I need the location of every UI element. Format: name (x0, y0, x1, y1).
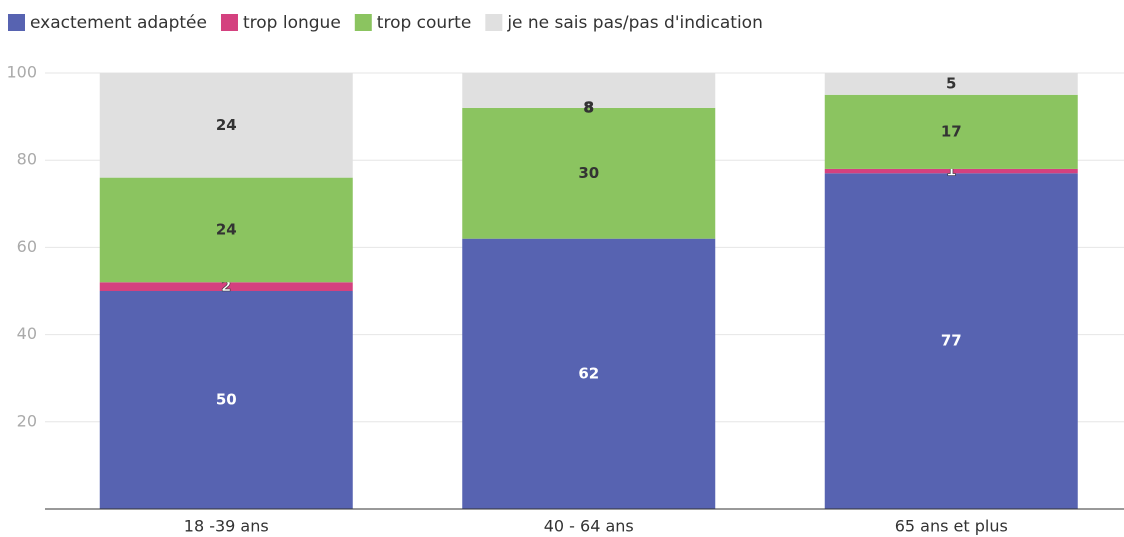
bar-segment (462, 73, 716, 108)
value-label: 17 (941, 122, 962, 140)
y-tick-label: 40 (17, 324, 37, 343)
y-tick-label: 80 (17, 150, 37, 169)
y-tick-label: 100 (6, 63, 37, 82)
bar-segment (824, 73, 1078, 95)
bar-segment (824, 94, 1078, 169)
y-tick-label: 20 (17, 411, 37, 430)
legend-label: trop longue (243, 13, 341, 33)
value-label: 30 (578, 164, 599, 182)
value-label: 5 (946, 74, 956, 92)
x-tick-label: 65 ans et plus (895, 517, 1008, 536)
value-label: 2 (221, 277, 231, 295)
legend-swatch (220, 14, 238, 31)
bar-segment (99, 177, 353, 283)
value-label: 24 (216, 220, 237, 238)
bar-segment (99, 291, 353, 509)
x-tick-label: 40 - 64 ans (544, 517, 634, 536)
bar-segment (824, 173, 1078, 509)
value-label: 50 (216, 391, 237, 409)
legend-label: je ne sais pas/pas d'indication (506, 13, 763, 33)
legend-swatch (485, 14, 503, 31)
value-label: 8 (584, 98, 594, 116)
bar-segment (99, 73, 353, 178)
legend-swatch (354, 14, 372, 31)
x-tick-label: 18 -39 ans (184, 517, 269, 536)
legend-swatch (8, 14, 25, 31)
bar-segment (824, 168, 1078, 174)
bar-segment (462, 238, 716, 509)
value-label: 77 (941, 332, 962, 350)
y-tick-label: 60 (17, 237, 37, 256)
value-label: 24 (216, 116, 237, 134)
bar-segment (462, 107, 716, 239)
legend-label: trop courte (377, 13, 472, 33)
legend-label: exactement adaptée (30, 13, 207, 33)
value-label: 62 (578, 364, 599, 382)
value-label: 1 (946, 162, 956, 180)
bar-segment (99, 282, 353, 291)
